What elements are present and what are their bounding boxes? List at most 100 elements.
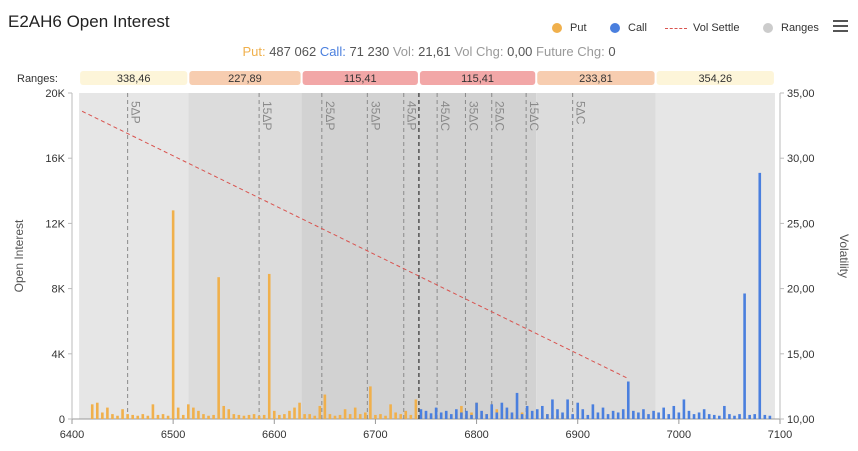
y2-tick-label: 35,00 bbox=[787, 88, 815, 100]
put-bar bbox=[202, 414, 205, 419]
put-bar bbox=[181, 414, 185, 419]
call-bar bbox=[662, 407, 665, 419]
put-bar bbox=[217, 277, 220, 419]
legend-item-ranges[interactable]: Ranges bbox=[763, 22, 819, 34]
call-bar bbox=[460, 412, 463, 419]
y-axis-title: Open Interest bbox=[12, 219, 26, 292]
put-bar bbox=[338, 414, 342, 419]
put-bar bbox=[171, 210, 175, 419]
x-tick-label: 6500 bbox=[161, 429, 185, 441]
call-bar bbox=[611, 410, 615, 419]
put-bar bbox=[379, 414, 382, 419]
x-tick-label: 6800 bbox=[464, 429, 488, 441]
put-bar bbox=[146, 415, 150, 419]
put-bar bbox=[272, 410, 276, 419]
x-tick-label: 7000 bbox=[667, 429, 691, 441]
call-bar bbox=[621, 409, 625, 419]
call-bar bbox=[692, 414, 696, 419]
call-bar bbox=[515, 392, 519, 419]
put-bar bbox=[242, 415, 246, 419]
x-tick-label: 6900 bbox=[565, 429, 589, 441]
put-bar bbox=[252, 414, 256, 419]
put-bar bbox=[328, 414, 332, 419]
call-bar bbox=[419, 409, 423, 419]
menu-icon[interactable] bbox=[833, 20, 848, 35]
put-bar bbox=[460, 405, 463, 419]
call-bar bbox=[657, 412, 660, 419]
stat-volchg-value: 0,00 bbox=[507, 44, 533, 59]
put-bar bbox=[197, 410, 200, 419]
call-bar bbox=[444, 410, 448, 419]
call-bar bbox=[535, 409, 539, 419]
delta-label: 15ΔP bbox=[260, 101, 274, 130]
put-bar bbox=[414, 399, 418, 419]
call-bar bbox=[647, 414, 650, 419]
range-box-0 bbox=[80, 71, 188, 85]
put-bar bbox=[176, 407, 180, 419]
put-bar bbox=[267, 273, 271, 419]
call-bar bbox=[677, 412, 681, 419]
put-bar bbox=[348, 414, 352, 419]
put-bar bbox=[90, 404, 94, 419]
stat-vol-label: Vol: bbox=[392, 44, 415, 59]
call-bar bbox=[687, 410, 691, 419]
legend-call-marker bbox=[610, 23, 620, 33]
put-bar bbox=[207, 415, 210, 419]
call-bar bbox=[758, 172, 762, 419]
call-bar bbox=[753, 414, 757, 419]
put-bar bbox=[151, 404, 155, 419]
vol-settle-line bbox=[81, 110, 629, 380]
call-bar bbox=[712, 414, 716, 419]
delta-label: 25ΔC bbox=[493, 101, 507, 131]
call-bar bbox=[728, 414, 731, 419]
y-tick-label: 4K bbox=[52, 349, 66, 361]
range-shade-0 bbox=[79, 93, 189, 419]
call-bar bbox=[500, 402, 504, 419]
put-bar bbox=[247, 414, 251, 419]
put-bar bbox=[131, 414, 134, 419]
call-bar bbox=[682, 399, 686, 419]
delta-label: 45ΔP bbox=[405, 101, 419, 130]
stat-futchg-value: 0 bbox=[608, 44, 616, 59]
put-bar bbox=[298, 402, 301, 419]
delta-label: 15ΔC bbox=[527, 101, 541, 131]
put-bar bbox=[399, 414, 403, 419]
call-bar bbox=[738, 414, 741, 419]
call-bar bbox=[485, 414, 488, 419]
stat-vol-value: 21,61 bbox=[418, 44, 451, 59]
call-bar bbox=[632, 410, 635, 419]
put-bar bbox=[121, 409, 124, 419]
put-bar bbox=[333, 415, 337, 419]
call-bar bbox=[642, 409, 645, 419]
legend-item-call[interactable]: Call bbox=[610, 22, 647, 34]
range-shade-1 bbox=[188, 93, 302, 419]
x-tick-label: 6700 bbox=[363, 429, 387, 441]
legend-item-vol-settle[interactable]: Vol Settle bbox=[665, 22, 739, 34]
put-bar bbox=[111, 414, 114, 419]
put-bar bbox=[95, 402, 99, 419]
call-bar bbox=[530, 410, 534, 419]
put-bar bbox=[313, 415, 317, 419]
put-bar bbox=[227, 409, 231, 419]
call-bar bbox=[434, 407, 438, 419]
call-bar bbox=[723, 405, 726, 419]
put-bar bbox=[384, 415, 387, 419]
call-bar bbox=[652, 410, 655, 419]
call-bar bbox=[626, 381, 630, 419]
put-bar bbox=[394, 412, 397, 419]
range-box-5 bbox=[656, 71, 774, 85]
y2-tick-label: 10,00 bbox=[787, 414, 815, 426]
range-box-4 bbox=[537, 71, 655, 85]
call-bar bbox=[495, 412, 499, 419]
legend-item-put[interactable]: Put bbox=[552, 22, 587, 34]
call-bar bbox=[556, 409, 559, 419]
stat-put-value: 487 062 bbox=[269, 44, 317, 59]
put-bar bbox=[374, 414, 377, 419]
put-bar bbox=[389, 404, 392, 419]
put-bar bbox=[237, 414, 241, 419]
call-bar bbox=[672, 405, 676, 419]
y2-tick-label: 15,00 bbox=[787, 349, 815, 361]
put-bar bbox=[318, 405, 322, 419]
call-bar bbox=[470, 414, 473, 419]
